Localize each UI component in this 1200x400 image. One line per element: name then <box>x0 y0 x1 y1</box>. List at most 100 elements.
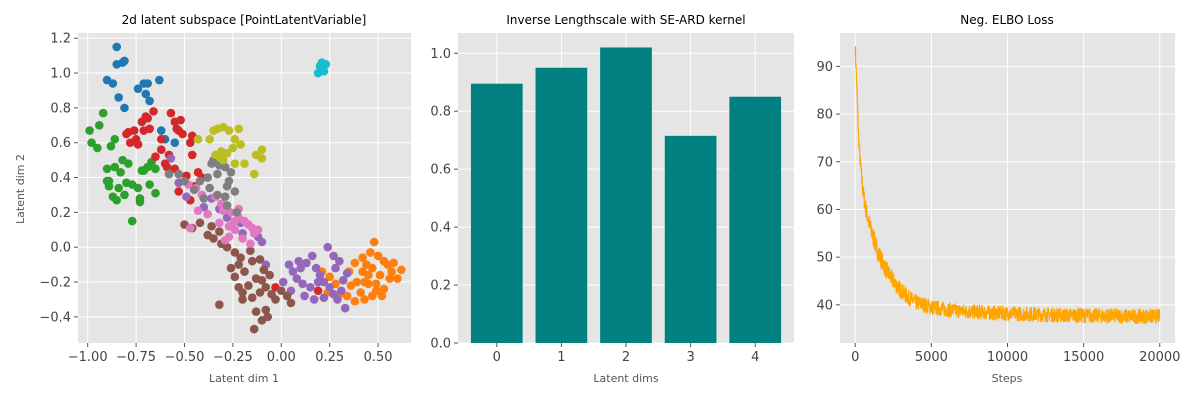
scatter-point <box>364 279 373 289</box>
scatter-point <box>104 176 114 186</box>
scatter-point <box>271 295 280 304</box>
scatter-y-tick-label: 1.2 <box>50 32 71 47</box>
scatter-x-tick-label: 0.00 <box>267 350 296 365</box>
loss-title: Neg. ELBO Loss <box>960 13 1053 27</box>
scatter-point <box>87 138 96 148</box>
loss-y-tick-label: 50 <box>816 251 833 266</box>
scatter-y-tick-label: 0.8 <box>50 101 71 116</box>
bar <box>664 135 717 343</box>
scatter-point <box>240 159 249 168</box>
scatter-point <box>176 115 185 125</box>
bar-y-tick-label: 1.0 <box>430 47 451 62</box>
loss-line <box>854 46 1161 325</box>
scatter-point <box>246 239 255 249</box>
scatter-point <box>120 103 129 113</box>
scatter-point <box>261 305 271 315</box>
bar-y-tick-label: 0.2 <box>430 279 451 294</box>
scatter-point <box>307 251 317 261</box>
scatter-point <box>220 235 230 245</box>
scatter-point <box>261 282 271 292</box>
scatter-xlabel: Latent dim 1 <box>209 372 279 385</box>
bar-title: Inverse Lengthscale with SE-ARD kernel <box>506 13 745 27</box>
scatter-point <box>335 256 344 266</box>
scatter-point <box>114 93 123 102</box>
scatter-point <box>222 242 232 252</box>
scatter-point <box>236 140 245 149</box>
scatter-point <box>358 267 367 276</box>
scatter-point <box>116 168 125 177</box>
bar <box>600 47 652 343</box>
bar <box>535 67 588 343</box>
scatter-point <box>85 126 94 135</box>
scatter-point <box>257 237 267 247</box>
scatter-point <box>114 183 123 193</box>
scatter-point <box>230 134 240 144</box>
scatter-point <box>133 140 143 149</box>
scatter-point <box>135 197 145 207</box>
scatter-point <box>286 298 296 308</box>
scatter-point <box>162 162 172 172</box>
scatter-x-tick-label: 0.50 <box>364 350 393 365</box>
scatter-point <box>228 143 238 153</box>
scatter-point <box>338 276 348 285</box>
scatter-point <box>230 272 240 282</box>
scatter-point <box>323 242 333 252</box>
scatter-point <box>224 222 234 231</box>
bar-y-tick-label: 0.4 <box>430 221 451 236</box>
scatter-point <box>110 134 120 144</box>
scatter-point <box>247 256 257 266</box>
scatter-point <box>185 138 195 148</box>
loss-x-tick-label: 10000 <box>987 350 1028 365</box>
scatter-point <box>358 253 367 262</box>
scatter-point <box>373 251 383 261</box>
scatter-point <box>371 286 381 296</box>
scatter-point <box>203 209 213 219</box>
scatter-point <box>215 227 224 236</box>
scatter-point <box>294 256 304 266</box>
scatter-point <box>205 183 214 193</box>
scatter-point <box>222 201 232 210</box>
scatter-point <box>145 180 154 189</box>
scatter-point <box>234 282 243 292</box>
scatter-point <box>379 284 389 294</box>
loss-xlabel: Steps <box>992 372 1023 385</box>
scatter-point <box>302 258 311 268</box>
scatter-point <box>284 260 294 269</box>
scatter-point <box>112 42 122 52</box>
scatter-point <box>244 281 253 290</box>
scatter-point <box>174 169 183 179</box>
scatter-point <box>180 176 189 186</box>
scatter-point <box>238 234 247 243</box>
scatter-point <box>143 79 152 88</box>
loss-y-tick-label: 90 <box>816 60 833 75</box>
scatter-point <box>234 260 243 269</box>
scatter-point <box>213 169 222 179</box>
scatter-point <box>205 134 214 144</box>
loss-x-tick-label: 20000 <box>1139 350 1180 365</box>
scatter-point <box>230 248 240 257</box>
scatter-point <box>220 192 230 202</box>
scatter-point <box>112 195 122 205</box>
scatter-point <box>141 89 151 99</box>
bar-panel: Inverse Lengthscale with SE-ARD kernel L… <box>430 13 794 385</box>
scatter-y-tick-label: 0.6 <box>50 136 71 151</box>
scatter-point <box>255 255 265 264</box>
loss-x-tick-label: 15000 <box>1063 350 1104 365</box>
scatter-point <box>108 79 118 88</box>
scatter-point <box>102 164 112 174</box>
bar-y-tick-label: 0.8 <box>430 105 451 120</box>
scatter-point <box>215 300 224 309</box>
scatter-point <box>315 270 325 280</box>
scatter-point <box>120 190 129 200</box>
scatter-point <box>278 277 288 287</box>
scatter-x-tick-label: −1.00 <box>68 350 108 365</box>
scatter-y-tick-label: 0.2 <box>50 206 71 221</box>
scatter-point <box>182 192 191 202</box>
scatter-point <box>230 159 240 168</box>
scatter-point <box>257 316 267 325</box>
scatter-point <box>375 270 385 280</box>
scatter-point <box>385 274 395 283</box>
scatter-point <box>377 291 387 301</box>
scatter-point <box>325 282 334 292</box>
scatter-point <box>151 188 160 198</box>
